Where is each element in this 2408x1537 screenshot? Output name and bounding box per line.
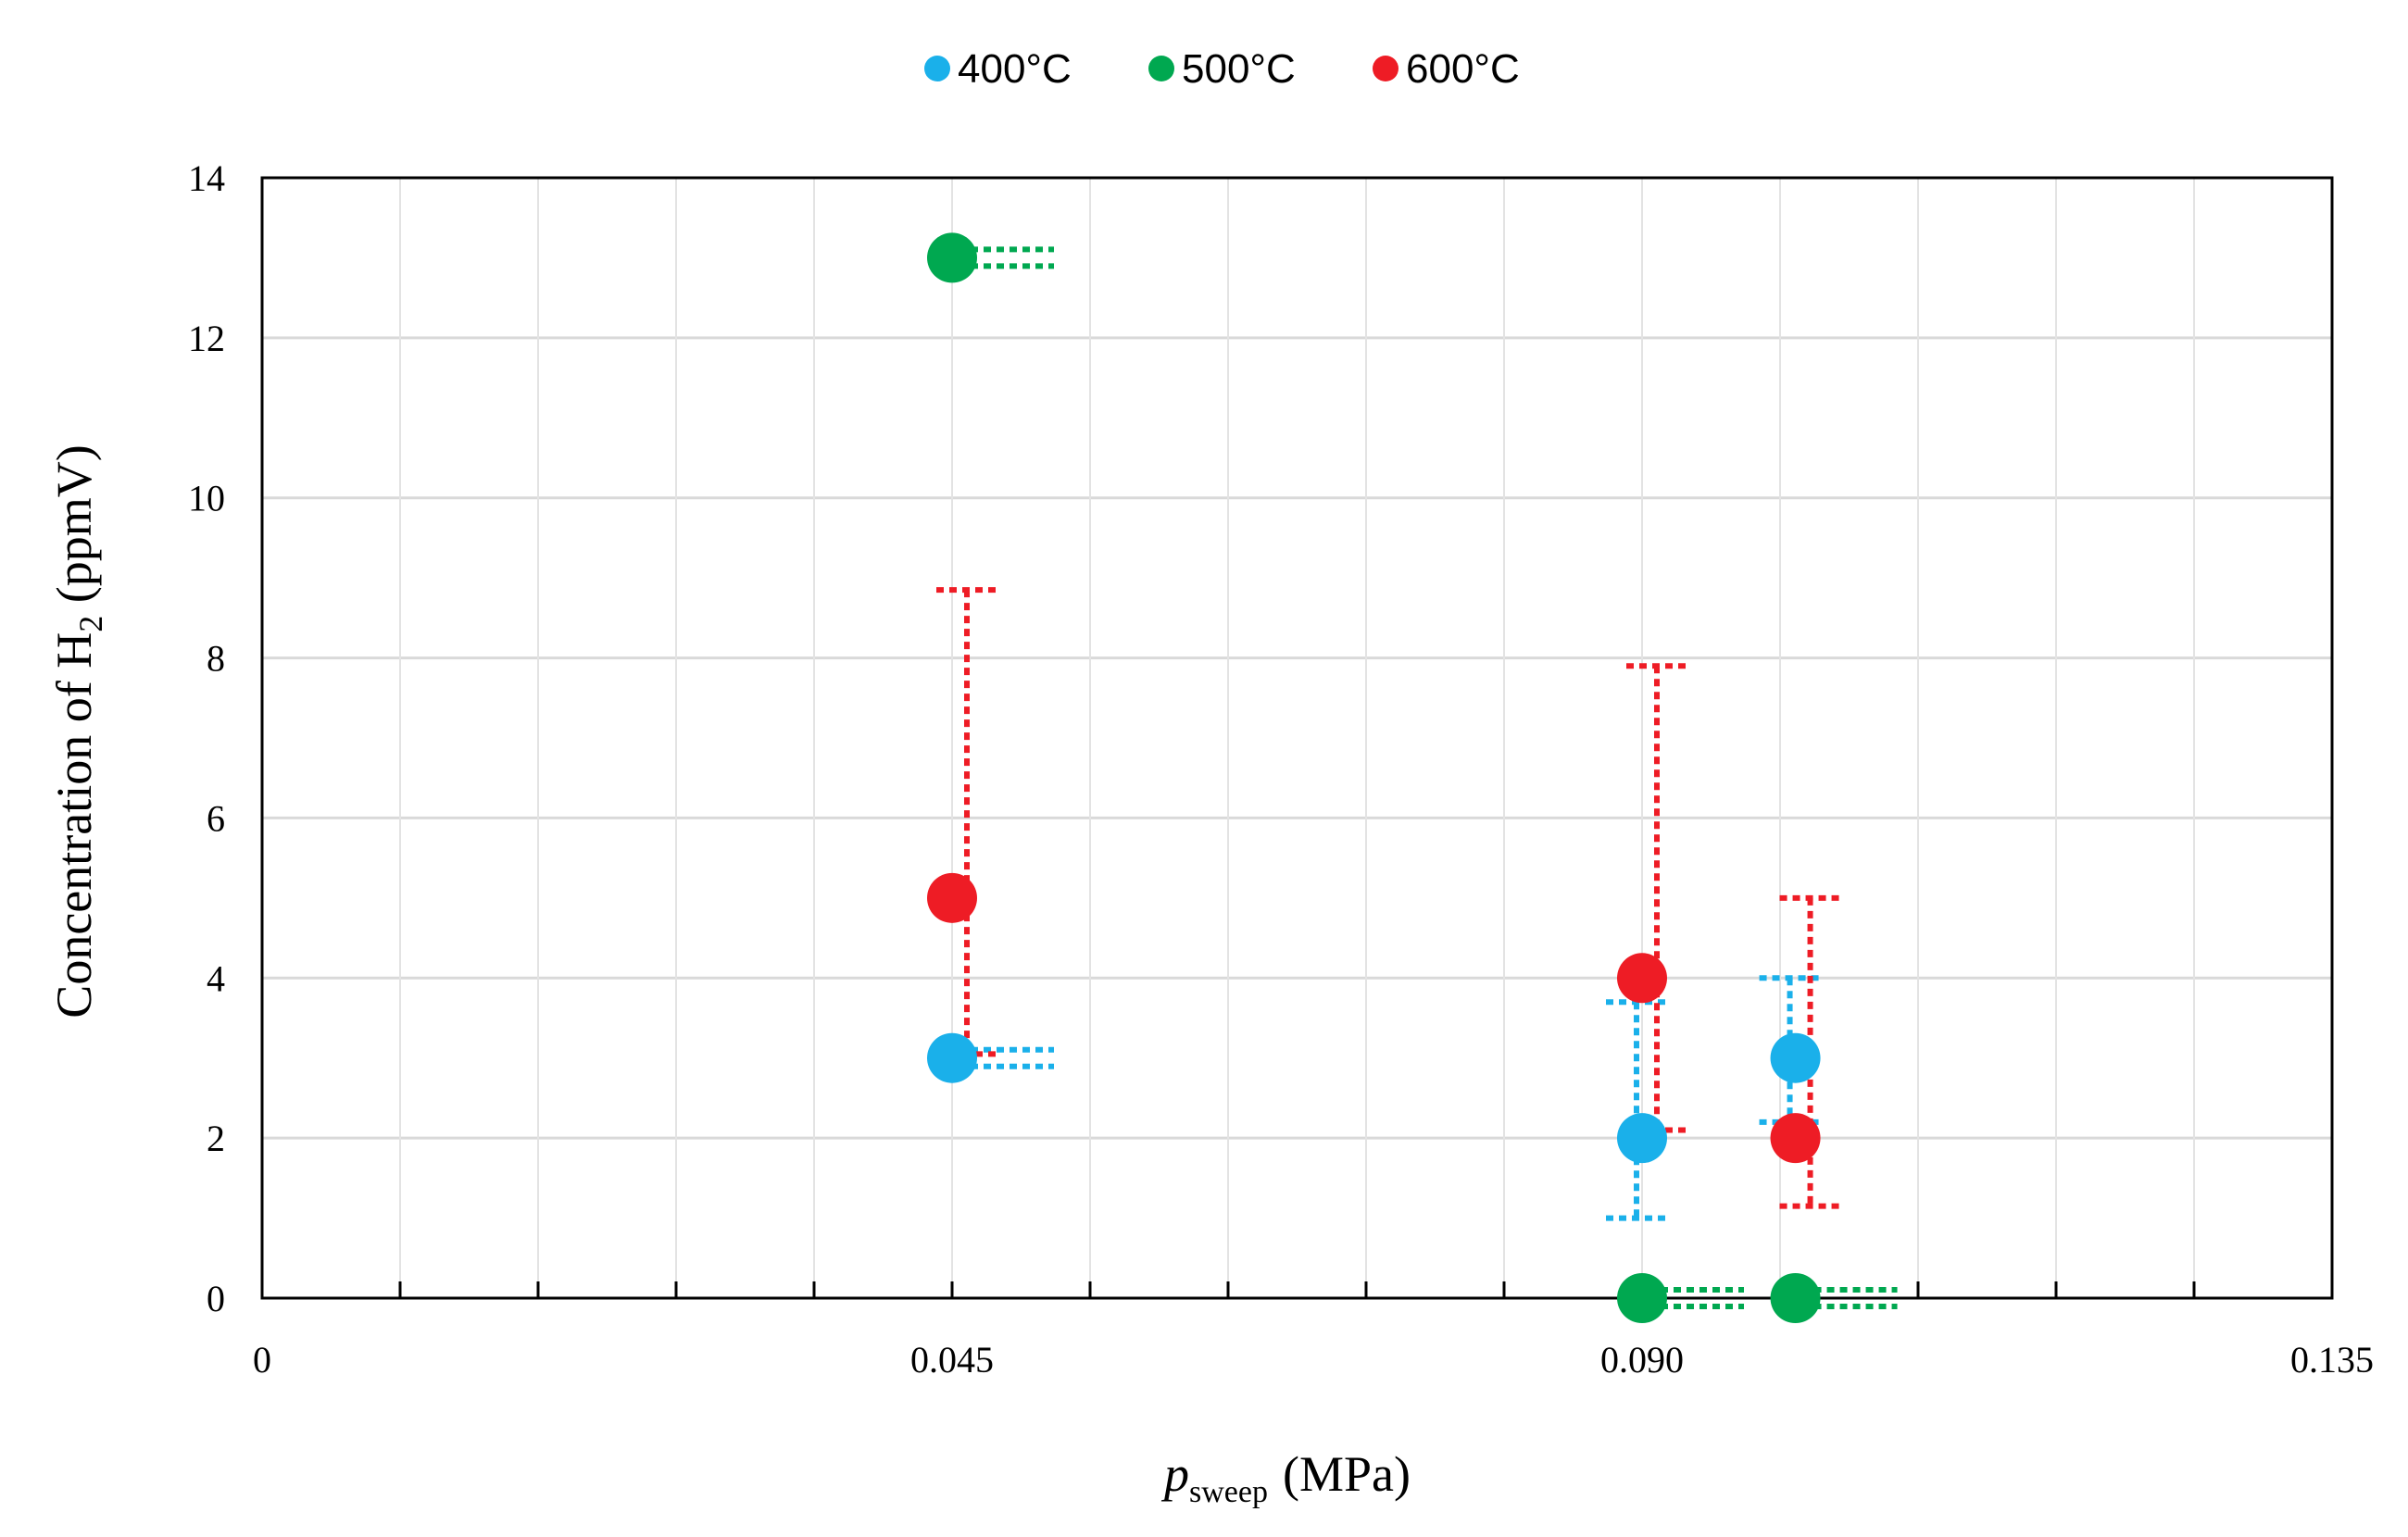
data-point bbox=[1770, 1113, 1821, 1164]
x-axis-title: psweep (MPa) bbox=[1160, 1446, 1411, 1509]
x-axis-title-main: p bbox=[1160, 1446, 1189, 1502]
x-tick-label: 0.045 bbox=[910, 1339, 994, 1381]
y-tick-label: 8 bbox=[207, 638, 225, 680]
data-point bbox=[1770, 1032, 1821, 1083]
data-point bbox=[927, 232, 977, 283]
legend-label: 500°C bbox=[1182, 46, 1296, 92]
data-points bbox=[927, 232, 1821, 1323]
tick-labels: 0 2 4 6 8 10 12 14 0 0.045 0.090 0.135 bbox=[188, 157, 2374, 1381]
data-point bbox=[1617, 953, 1667, 1004]
legend-marker bbox=[924, 56, 950, 81]
y-axis-title-subscript: 2 bbox=[72, 616, 109, 632]
y-tick-label: 0 bbox=[207, 1278, 225, 1319]
x-axis-title-subscript: sweep bbox=[1189, 1475, 1268, 1509]
x-tick-label: 0.090 bbox=[1600, 1339, 1684, 1381]
legend-label: 600°C bbox=[1406, 46, 1520, 92]
y-axis-title-main: Concentration of H bbox=[46, 632, 102, 1018]
x-tick-label: 0 bbox=[253, 1339, 271, 1381]
y-axis-title: Concentration of H2 (ppmV) bbox=[46, 444, 109, 1018]
y-axis-title-unit: (ppmV) bbox=[46, 444, 102, 615]
y-tick-label: 4 bbox=[207, 957, 225, 999]
data-point bbox=[927, 872, 977, 923]
legend-marker bbox=[1148, 56, 1174, 81]
y-tick-label: 14 bbox=[188, 157, 225, 199]
error-bars bbox=[936, 246, 1898, 1309]
data-point bbox=[927, 1032, 977, 1083]
y-tick-label: 10 bbox=[188, 478, 225, 519]
x-tick-label: 0.135 bbox=[2290, 1339, 2374, 1381]
axis-ticks bbox=[398, 1281, 2196, 1298]
x-axis-title-unit: (MPa) bbox=[1283, 1446, 1411, 1502]
y-tick-label: 12 bbox=[188, 318, 225, 359]
y-tick-label: 2 bbox=[207, 1118, 225, 1159]
y-tick-label: 6 bbox=[207, 797, 225, 839]
legend: 400°C 500°C 600°C bbox=[924, 46, 1520, 92]
data-point bbox=[1617, 1113, 1667, 1164]
plot-area-frame bbox=[260, 176, 2334, 1300]
legend-label: 400°C bbox=[958, 46, 1072, 92]
legend-marker bbox=[1373, 56, 1398, 81]
data-point bbox=[1770, 1273, 1821, 1323]
data-point bbox=[1617, 1273, 1667, 1323]
gridlines bbox=[262, 178, 2332, 1298]
